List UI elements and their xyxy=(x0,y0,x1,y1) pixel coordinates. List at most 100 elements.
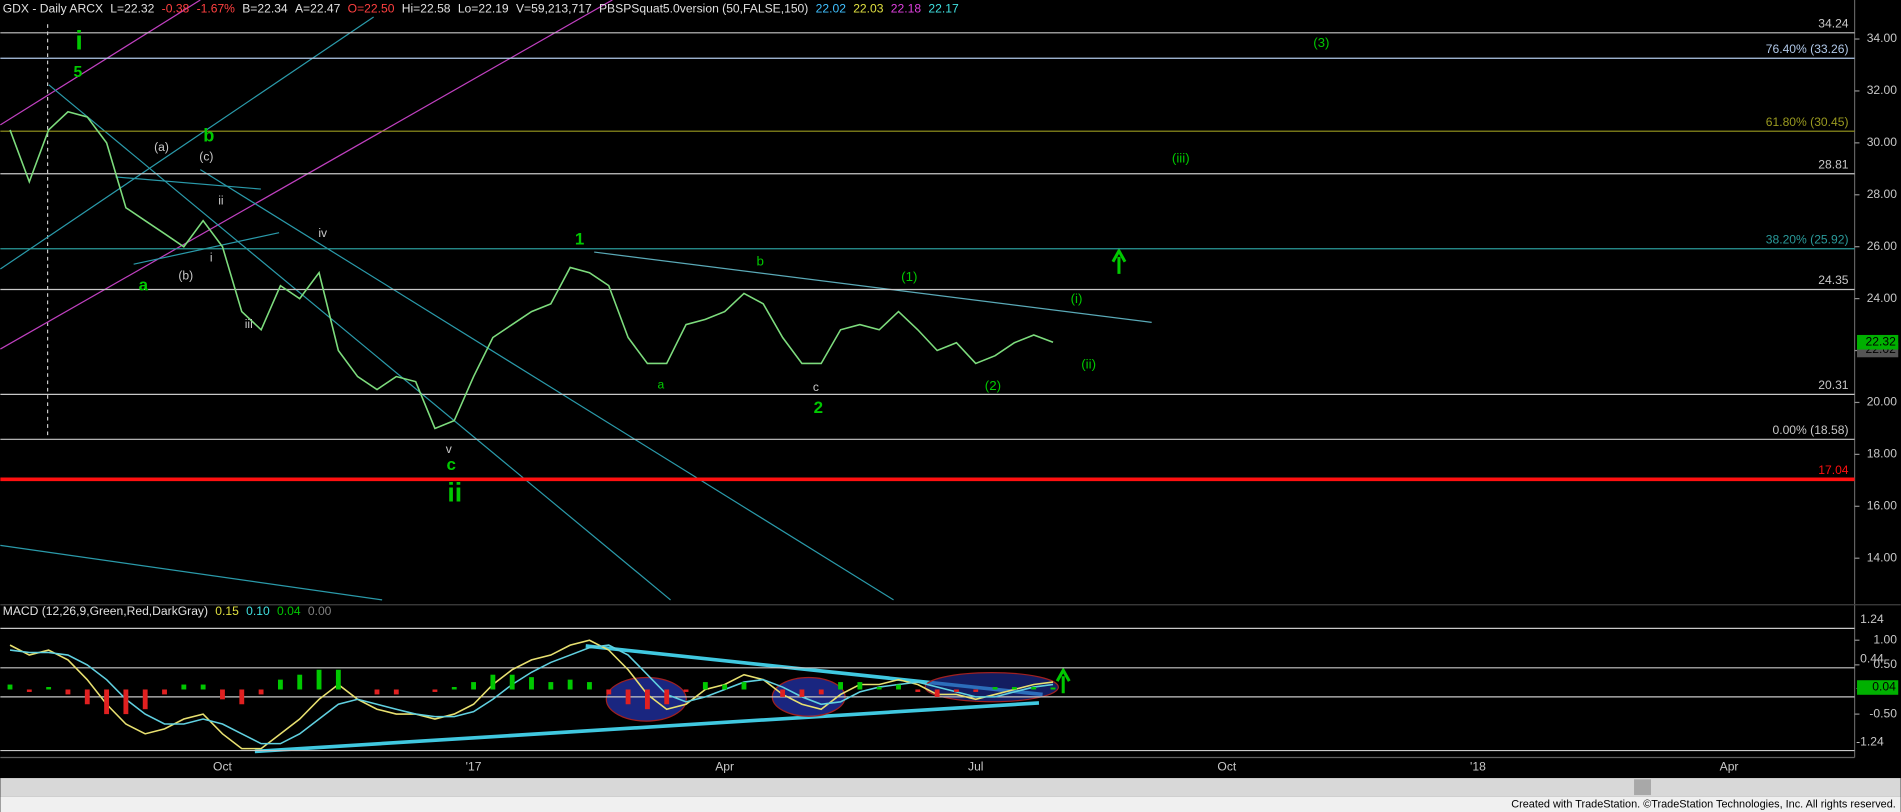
level-label: -1.24 xyxy=(1856,734,1884,748)
histogram-bar xyxy=(239,689,245,705)
trend-line xyxy=(0,16,374,270)
wave-label: i xyxy=(75,25,82,55)
histogram-bar xyxy=(7,684,13,690)
histogram-bar xyxy=(915,689,921,692)
value-marker-label: 0.04 xyxy=(1872,680,1896,694)
x-tick-label: '17 xyxy=(466,759,482,773)
y-tick-label: -0.50 xyxy=(1869,706,1897,720)
y-tick-label: 1.00 xyxy=(1873,632,1897,646)
histogram-bar xyxy=(896,684,901,690)
histogram-bar xyxy=(644,689,650,710)
header-item: Lo=22.19 xyxy=(458,2,509,16)
y-tick-label: 32.00 xyxy=(1867,83,1898,97)
header-item: 22.17 xyxy=(928,2,959,16)
histogram-bar xyxy=(799,689,805,697)
x-tick-label: Apr xyxy=(1720,759,1739,773)
wave-label: iv xyxy=(318,226,328,240)
header-item: 0.04 xyxy=(277,604,301,618)
wave-label: (ii) xyxy=(1081,356,1096,371)
level-label: 76.40% (33.26) xyxy=(1766,42,1849,56)
wave-label: (iii) xyxy=(1172,150,1190,165)
histogram-bar xyxy=(104,689,109,715)
trend-line xyxy=(48,84,671,601)
macd-trend-line xyxy=(254,701,1040,754)
y-tick-label: 28.00 xyxy=(1867,187,1898,201)
histogram-bar xyxy=(432,689,438,692)
histogram-bar xyxy=(451,687,457,690)
histogram-bar xyxy=(954,689,959,692)
header-item: 0.15 xyxy=(215,604,239,618)
histogram-bar xyxy=(490,674,496,690)
histogram-bar xyxy=(65,689,71,695)
header-item: V=59,213,717 xyxy=(516,2,592,16)
histogram-bar xyxy=(567,679,573,690)
y-tick-label: 20.00 xyxy=(1867,395,1898,409)
x-tick-label: Jul xyxy=(968,759,983,773)
histogram-bar xyxy=(84,689,90,705)
histogram-bar xyxy=(1050,687,1056,690)
histogram-bar xyxy=(374,689,380,695)
wave-label: v xyxy=(446,442,453,456)
y-tick-label: 30.00 xyxy=(1867,135,1898,149)
histogram-bar xyxy=(876,687,882,690)
wave-label: 5 xyxy=(74,64,83,81)
x-tick-label: Oct xyxy=(213,759,232,773)
wave-label: a xyxy=(139,276,149,295)
histogram-bar xyxy=(780,689,786,697)
histogram-bar xyxy=(393,689,399,695)
trend-line xyxy=(115,176,261,190)
level-label: 38.20% (25.92) xyxy=(1766,232,1849,246)
header-item: 22.03 xyxy=(853,2,884,16)
histogram-bar xyxy=(181,684,187,690)
wave-label: a xyxy=(657,378,664,392)
histogram-bar xyxy=(741,682,747,690)
level-label: 28.81 xyxy=(1818,157,1849,171)
wave-label: (2) xyxy=(985,378,1001,393)
header-item: PBSPSquat5.0version (50,FALSE,150) xyxy=(599,2,808,16)
x-tick-label: Apr xyxy=(715,759,734,773)
header-item: -1.67% xyxy=(197,2,236,16)
histogram-bar xyxy=(683,689,689,692)
histogram-bar xyxy=(335,669,341,690)
level-label: 24.35 xyxy=(1818,273,1849,287)
histogram-bar xyxy=(992,687,998,690)
wave-label: ii xyxy=(447,478,462,508)
footer-bar xyxy=(0,796,1901,812)
y-tick-label: 16.00 xyxy=(1867,498,1898,512)
histogram-bar xyxy=(46,687,52,690)
wave-label: c xyxy=(446,455,455,474)
histogram-bar xyxy=(722,684,728,690)
histogram-bar xyxy=(258,689,264,695)
y-tick-label: 26.00 xyxy=(1867,239,1898,253)
histogram-bar xyxy=(220,689,225,700)
histogram-bar xyxy=(702,682,708,690)
header-item: 0.00 xyxy=(308,604,332,618)
y-tick-label: 34.00 xyxy=(1867,31,1898,45)
scrollbar-thumb[interactable] xyxy=(1634,779,1652,796)
x-tick-label: '18 xyxy=(1470,759,1486,773)
histogram-bar xyxy=(934,689,940,697)
trend-line xyxy=(199,169,894,601)
histogram-bar xyxy=(529,677,534,690)
y-tick-label: 18.00 xyxy=(1867,447,1898,461)
footer: Created with TradeStation. ©TradeStation… xyxy=(1511,799,1896,811)
header-item: 0.10 xyxy=(246,604,270,618)
wave-label: 1 xyxy=(575,229,584,248)
histogram-bar xyxy=(142,689,148,710)
wave-label: b xyxy=(757,253,764,268)
header: GDX - Daily ARCX L=22.32 -0.38 -1.67% B=22.3… xyxy=(3,2,959,16)
header-item: -0.38 xyxy=(162,2,190,16)
level-label: 34.24 xyxy=(1818,17,1849,31)
header-item: 22.18 xyxy=(891,2,922,16)
level-label: 17.04 xyxy=(1818,463,1849,477)
scrollbar[interactable] xyxy=(0,778,1901,797)
histogram-bar xyxy=(277,679,283,690)
header-item: Hi=22.58 xyxy=(402,2,451,16)
wave-label: i xyxy=(210,250,213,264)
header: MACD (12,26,9,Green,Red,DarkGray) 0.15 0.1… xyxy=(3,604,332,618)
level-label: 20.31 xyxy=(1818,378,1849,392)
header-item: L=22.32 xyxy=(110,2,154,16)
level-label: 1.24 xyxy=(1860,612,1884,626)
histogram-bar xyxy=(26,689,32,692)
